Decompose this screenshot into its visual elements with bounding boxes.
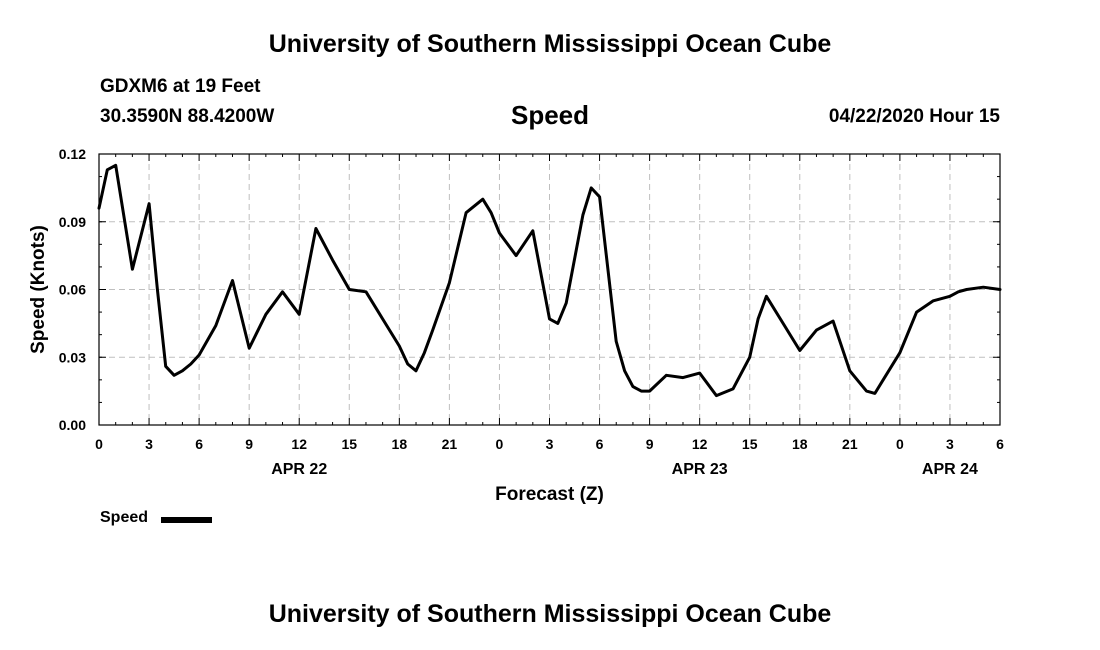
x-tick-label: 3 — [546, 436, 554, 452]
x-tick-label: 18 — [392, 436, 408, 452]
top-title: University of Southern Mississippi Ocean… — [268, 30, 832, 58]
y-tick-label: 0.00 — [59, 417, 86, 433]
x-tick-label: 6 — [996, 436, 1004, 452]
speed-series-line — [97, 163, 1002, 398]
x-tick-label: 15 — [341, 436, 357, 452]
date-label: APR 22 — [271, 461, 327, 478]
date-label: APR 23 — [672, 461, 728, 478]
x-tick-label: 15 — [742, 436, 758, 452]
bottom-title: University of Southern Mississippi Ocean… — [268, 600, 832, 628]
date-label: APR 24 — [922, 461, 978, 478]
legend-line-swatch — [161, 517, 212, 523]
station-label: GDXM6 at 19 Feet — [100, 76, 261, 97]
x-tick-label: 6 — [596, 436, 604, 452]
x-tick-label: 0 — [95, 436, 103, 452]
x-tick-label: 21 — [842, 436, 858, 452]
x-tick-label: 3 — [145, 436, 153, 452]
x-axis-title: Forecast (Z) — [495, 484, 604, 505]
x-tick-label: 0 — [896, 436, 904, 452]
x-tick-label: 6 — [195, 436, 203, 452]
x-tick-label: 9 — [646, 436, 654, 452]
chart-title: Speed — [510, 100, 590, 130]
legend-label: Speed — [100, 509, 149, 526]
x-tick-label: 12 — [692, 436, 708, 452]
y-tick-label: 0.03 — [59, 349, 86, 365]
x-tick-label: 21 — [442, 436, 458, 452]
y-tick-label: 0.09 — [59, 214, 86, 230]
coordinates-label: 30.3590N 88.4200W — [100, 106, 275, 127]
x-tick-label: 0 — [496, 436, 504, 452]
y-tick-label: 0.06 — [59, 282, 86, 298]
x-tick-label: 12 — [291, 436, 307, 452]
x-tick-label: 18 — [792, 436, 808, 452]
x-tick-label: 3 — [946, 436, 954, 452]
y-axis-title: Speed (Knots) — [28, 225, 49, 354]
x-tick-label: 9 — [245, 436, 253, 452]
y-tick-label: 0.12 — [59, 146, 86, 162]
run-time-label: 04/22/2020 Hour 15 — [828, 106, 1000, 127]
